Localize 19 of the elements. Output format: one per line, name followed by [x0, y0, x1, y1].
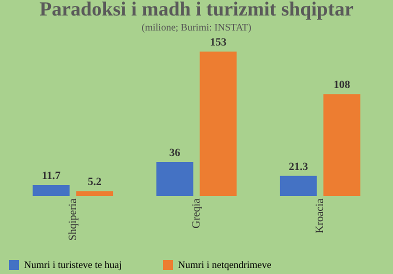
bar	[323, 94, 360, 196]
legend-label: Numri i turisteve te huaj	[24, 260, 122, 271]
x-tick-label: Greqia	[190, 198, 202, 228]
data-label: 21.3	[288, 160, 309, 173]
bar	[76, 191, 114, 196]
data-label: 108	[334, 79, 351, 92]
x-tick-label: Shqiperia	[66, 198, 79, 241]
data-label: 153	[210, 36, 227, 49]
bar	[200, 52, 237, 196]
bar	[280, 176, 317, 196]
data-label: 11.7	[42, 170, 61, 182]
legend-label: Numri i netqendrimeve	[178, 260, 272, 271]
data-label: 5.2	[88, 176, 102, 188]
chart-subtitle: (milione; Burimi: INSTAT)	[142, 22, 252, 34]
bar	[156, 162, 194, 196]
chart-title: Paradoksi i madh i turizmit shqiptar	[40, 0, 354, 21]
data-label: 36	[169, 147, 181, 160]
bar	[32, 184, 70, 196]
x-tick-label: Kroacia	[314, 198, 326, 234]
